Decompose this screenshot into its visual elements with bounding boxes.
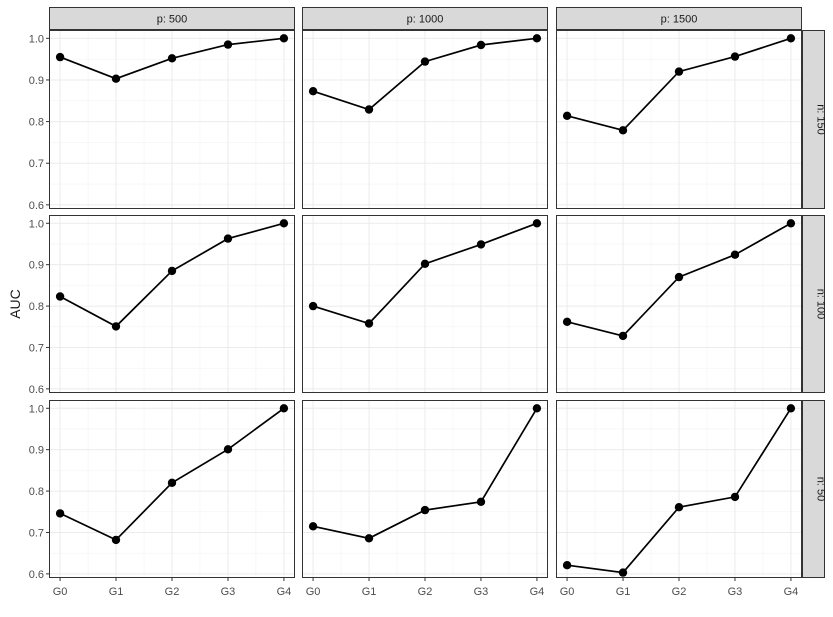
data-point bbox=[730, 250, 740, 259]
y-tick-label: 0.8 bbox=[29, 117, 44, 129]
data-point bbox=[223, 445, 233, 454]
data-point bbox=[111, 74, 121, 83]
panel-border bbox=[302, 400, 548, 578]
x-tick-label: G3 bbox=[221, 586, 236, 598]
data-point bbox=[420, 505, 430, 515]
panel-border bbox=[49, 215, 295, 393]
y-tick-label: 0.8 bbox=[29, 301, 44, 313]
data-point bbox=[532, 219, 542, 228]
column-strip bbox=[49, 7, 295, 30]
data-point bbox=[476, 240, 486, 249]
y-tick-label: 1.0 bbox=[29, 218, 44, 230]
row-strip-label: n: 50 bbox=[815, 477, 827, 501]
row-strip bbox=[802, 215, 825, 393]
panel-border bbox=[556, 400, 802, 578]
data-point bbox=[308, 522, 318, 531]
data-point bbox=[674, 503, 684, 512]
x-tick-label: G4 bbox=[530, 586, 545, 598]
x-tick-label: G4 bbox=[784, 586, 799, 598]
y-tick-label: 0.7 bbox=[29, 158, 44, 170]
data-point bbox=[730, 52, 740, 61]
data-point bbox=[562, 561, 572, 570]
x-tick-label: G0 bbox=[306, 586, 321, 598]
y-tick-label: 0.6 bbox=[29, 200, 44, 212]
panel-border bbox=[49, 30, 295, 209]
data-point bbox=[618, 126, 628, 135]
data-point bbox=[167, 54, 177, 63]
data-point bbox=[167, 266, 177, 276]
y-tick-label: 0.6 bbox=[29, 569, 44, 581]
panel-border bbox=[556, 30, 802, 209]
x-tick-label: G1 bbox=[362, 586, 377, 598]
y-tick-label: 0.9 bbox=[29, 445, 44, 457]
y-tick-label: 1.0 bbox=[29, 403, 44, 415]
data-point bbox=[308, 301, 318, 311]
data-point bbox=[111, 535, 121, 545]
data-point bbox=[111, 322, 121, 331]
row-strip bbox=[802, 30, 825, 209]
column-strip-label: p: 1000 bbox=[407, 14, 444, 26]
column-strip bbox=[556, 7, 802, 30]
data-point bbox=[364, 534, 374, 543]
data-point bbox=[476, 40, 486, 50]
data-point bbox=[279, 34, 289, 43]
data-point bbox=[167, 478, 177, 487]
data-point bbox=[532, 34, 542, 43]
data-point bbox=[223, 234, 233, 243]
data-point bbox=[786, 404, 796, 413]
data-point bbox=[55, 292, 65, 301]
data-point bbox=[364, 319, 374, 328]
panel-border bbox=[49, 400, 295, 578]
panel-border bbox=[556, 215, 802, 393]
column-strip-label: p: 1500 bbox=[661, 14, 698, 26]
data-point bbox=[532, 404, 542, 413]
data-point bbox=[618, 568, 628, 577]
data-point bbox=[420, 57, 430, 66]
y-axis-title: AUC bbox=[7, 289, 23, 319]
row-strip bbox=[802, 400, 825, 578]
data-point bbox=[786, 219, 796, 228]
row-strip-label: n: 150 bbox=[815, 104, 827, 135]
x-tick-label: G2 bbox=[165, 586, 180, 598]
x-tick-label: G3 bbox=[728, 586, 743, 598]
x-tick-label: G2 bbox=[418, 586, 433, 598]
column-strip-label: p: 500 bbox=[157, 14, 188, 26]
y-tick-label: 0.9 bbox=[29, 260, 44, 272]
x-tick-label: G1 bbox=[109, 586, 124, 598]
data-point bbox=[562, 317, 572, 326]
data-point bbox=[674, 272, 684, 282]
y-tick-label: 0.7 bbox=[29, 342, 44, 354]
x-tick-label: G4 bbox=[277, 586, 292, 598]
data-point bbox=[279, 404, 289, 413]
column-strip bbox=[302, 7, 548, 30]
x-tick-label: G0 bbox=[560, 586, 575, 598]
data-point bbox=[618, 331, 628, 341]
y-tick-label: 0.7 bbox=[29, 527, 44, 539]
data-point bbox=[55, 509, 65, 518]
data-point bbox=[674, 67, 684, 76]
data-point bbox=[476, 497, 486, 506]
data-point bbox=[308, 87, 318, 96]
data-point bbox=[364, 105, 374, 114]
y-tick-label: 0.9 bbox=[29, 75, 44, 87]
panel-border bbox=[302, 30, 548, 209]
panel-border bbox=[302, 215, 548, 393]
y-tick-label: 0.6 bbox=[29, 384, 44, 396]
x-tick-label: G1 bbox=[616, 586, 631, 598]
data-point bbox=[279, 219, 289, 228]
y-tick-label: 0.8 bbox=[29, 486, 44, 498]
data-point bbox=[562, 111, 572, 121]
data-point bbox=[786, 34, 796, 43]
data-point bbox=[420, 259, 430, 268]
x-tick-label: G0 bbox=[53, 586, 68, 598]
row-strip-label: n: 100 bbox=[815, 289, 827, 320]
y-tick-label: 1.0 bbox=[29, 33, 44, 45]
data-point bbox=[55, 52, 65, 62]
x-tick-label: G3 bbox=[474, 586, 489, 598]
x-tick-label: G2 bbox=[672, 586, 687, 598]
data-point bbox=[730, 492, 740, 502]
data-point bbox=[223, 40, 233, 49]
